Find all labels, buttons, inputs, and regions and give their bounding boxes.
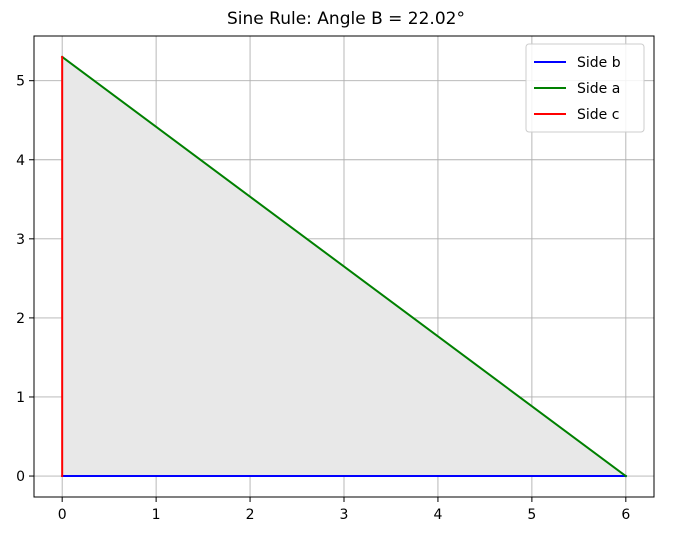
x-tick-label-6: 6 xyxy=(621,507,630,523)
y-tick-label-1: 1 xyxy=(16,390,25,406)
x-tick-label-5: 5 xyxy=(527,507,536,523)
x-tick-label-2: 2 xyxy=(246,507,255,523)
legend-label-side-c: Side c xyxy=(577,107,619,123)
y-tick-label-0: 0 xyxy=(16,469,25,485)
x-tick-label-4: 4 xyxy=(433,507,442,523)
x-axis-ticks: 0 1 2 3 4 5 6 xyxy=(58,497,630,523)
x-tick-label-3: 3 xyxy=(340,507,349,523)
legend-label-side-b: Side b xyxy=(577,55,621,71)
y-axis-ticks: 0 1 2 3 4 5 xyxy=(16,74,34,485)
y-tick-label-4: 4 xyxy=(16,153,25,169)
series-line-side-a xyxy=(60,55,628,478)
x-tick-label-0: 0 xyxy=(58,507,67,523)
legend-label-side-a: Side a xyxy=(577,81,620,97)
legend: Side b Side a Side c xyxy=(525,43,645,133)
legend-box xyxy=(525,43,645,133)
y-tick-label-3: 3 xyxy=(16,232,25,248)
series-lines xyxy=(60,55,628,478)
y-tick-label-2: 2 xyxy=(16,311,25,327)
y-tick-label-5: 5 xyxy=(16,74,25,90)
chart-title: Sine Rule: Angle B = 22.02° xyxy=(227,9,465,29)
x-tick-label-1: 1 xyxy=(152,507,161,523)
